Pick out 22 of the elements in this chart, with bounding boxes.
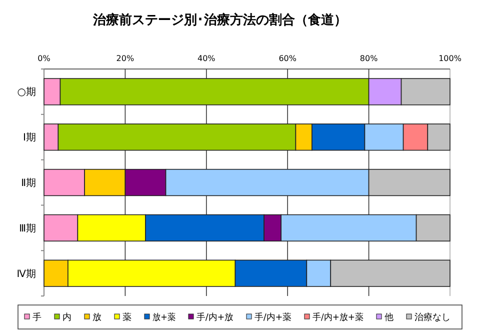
legend-label: 薬: [122, 312, 132, 323]
legend-label: 他: [384, 312, 394, 323]
legend-label: 治療なし: [414, 312, 450, 323]
x-tick-label: 40%: [198, 54, 216, 63]
x-tick-label: 60%: [278, 54, 297, 63]
legend-label: 手/内+放+薬: [312, 312, 367, 323]
x-tick-label: 0%: [38, 54, 51, 63]
legend-label: 放: [92, 312, 102, 323]
legend-label: 放+薬: [152, 312, 178, 323]
y-tick-label: Ⅲ期: [19, 222, 36, 234]
x-tick-label: 20%: [116, 54, 134, 63]
y-tick-label: ○期: [17, 86, 36, 98]
chart-title: 治療前ステージ別･治療方法の割合（食道）: [92, 12, 347, 28]
legend-label: 内: [62, 312, 72, 323]
legend-label: 手: [32, 312, 42, 323]
y-tick-label: Ⅰ期: [23, 132, 36, 144]
y-tick-label: Ⅱ期: [21, 177, 36, 189]
y-tick-label: Ⅳ期: [16, 268, 36, 280]
x-tick-label: 80%: [360, 54, 378, 63]
x-tick-label: 100%: [438, 54, 462, 63]
legend-label: 手/内+放: [196, 312, 234, 323]
legend-label: 手/内+薬: [254, 312, 292, 323]
